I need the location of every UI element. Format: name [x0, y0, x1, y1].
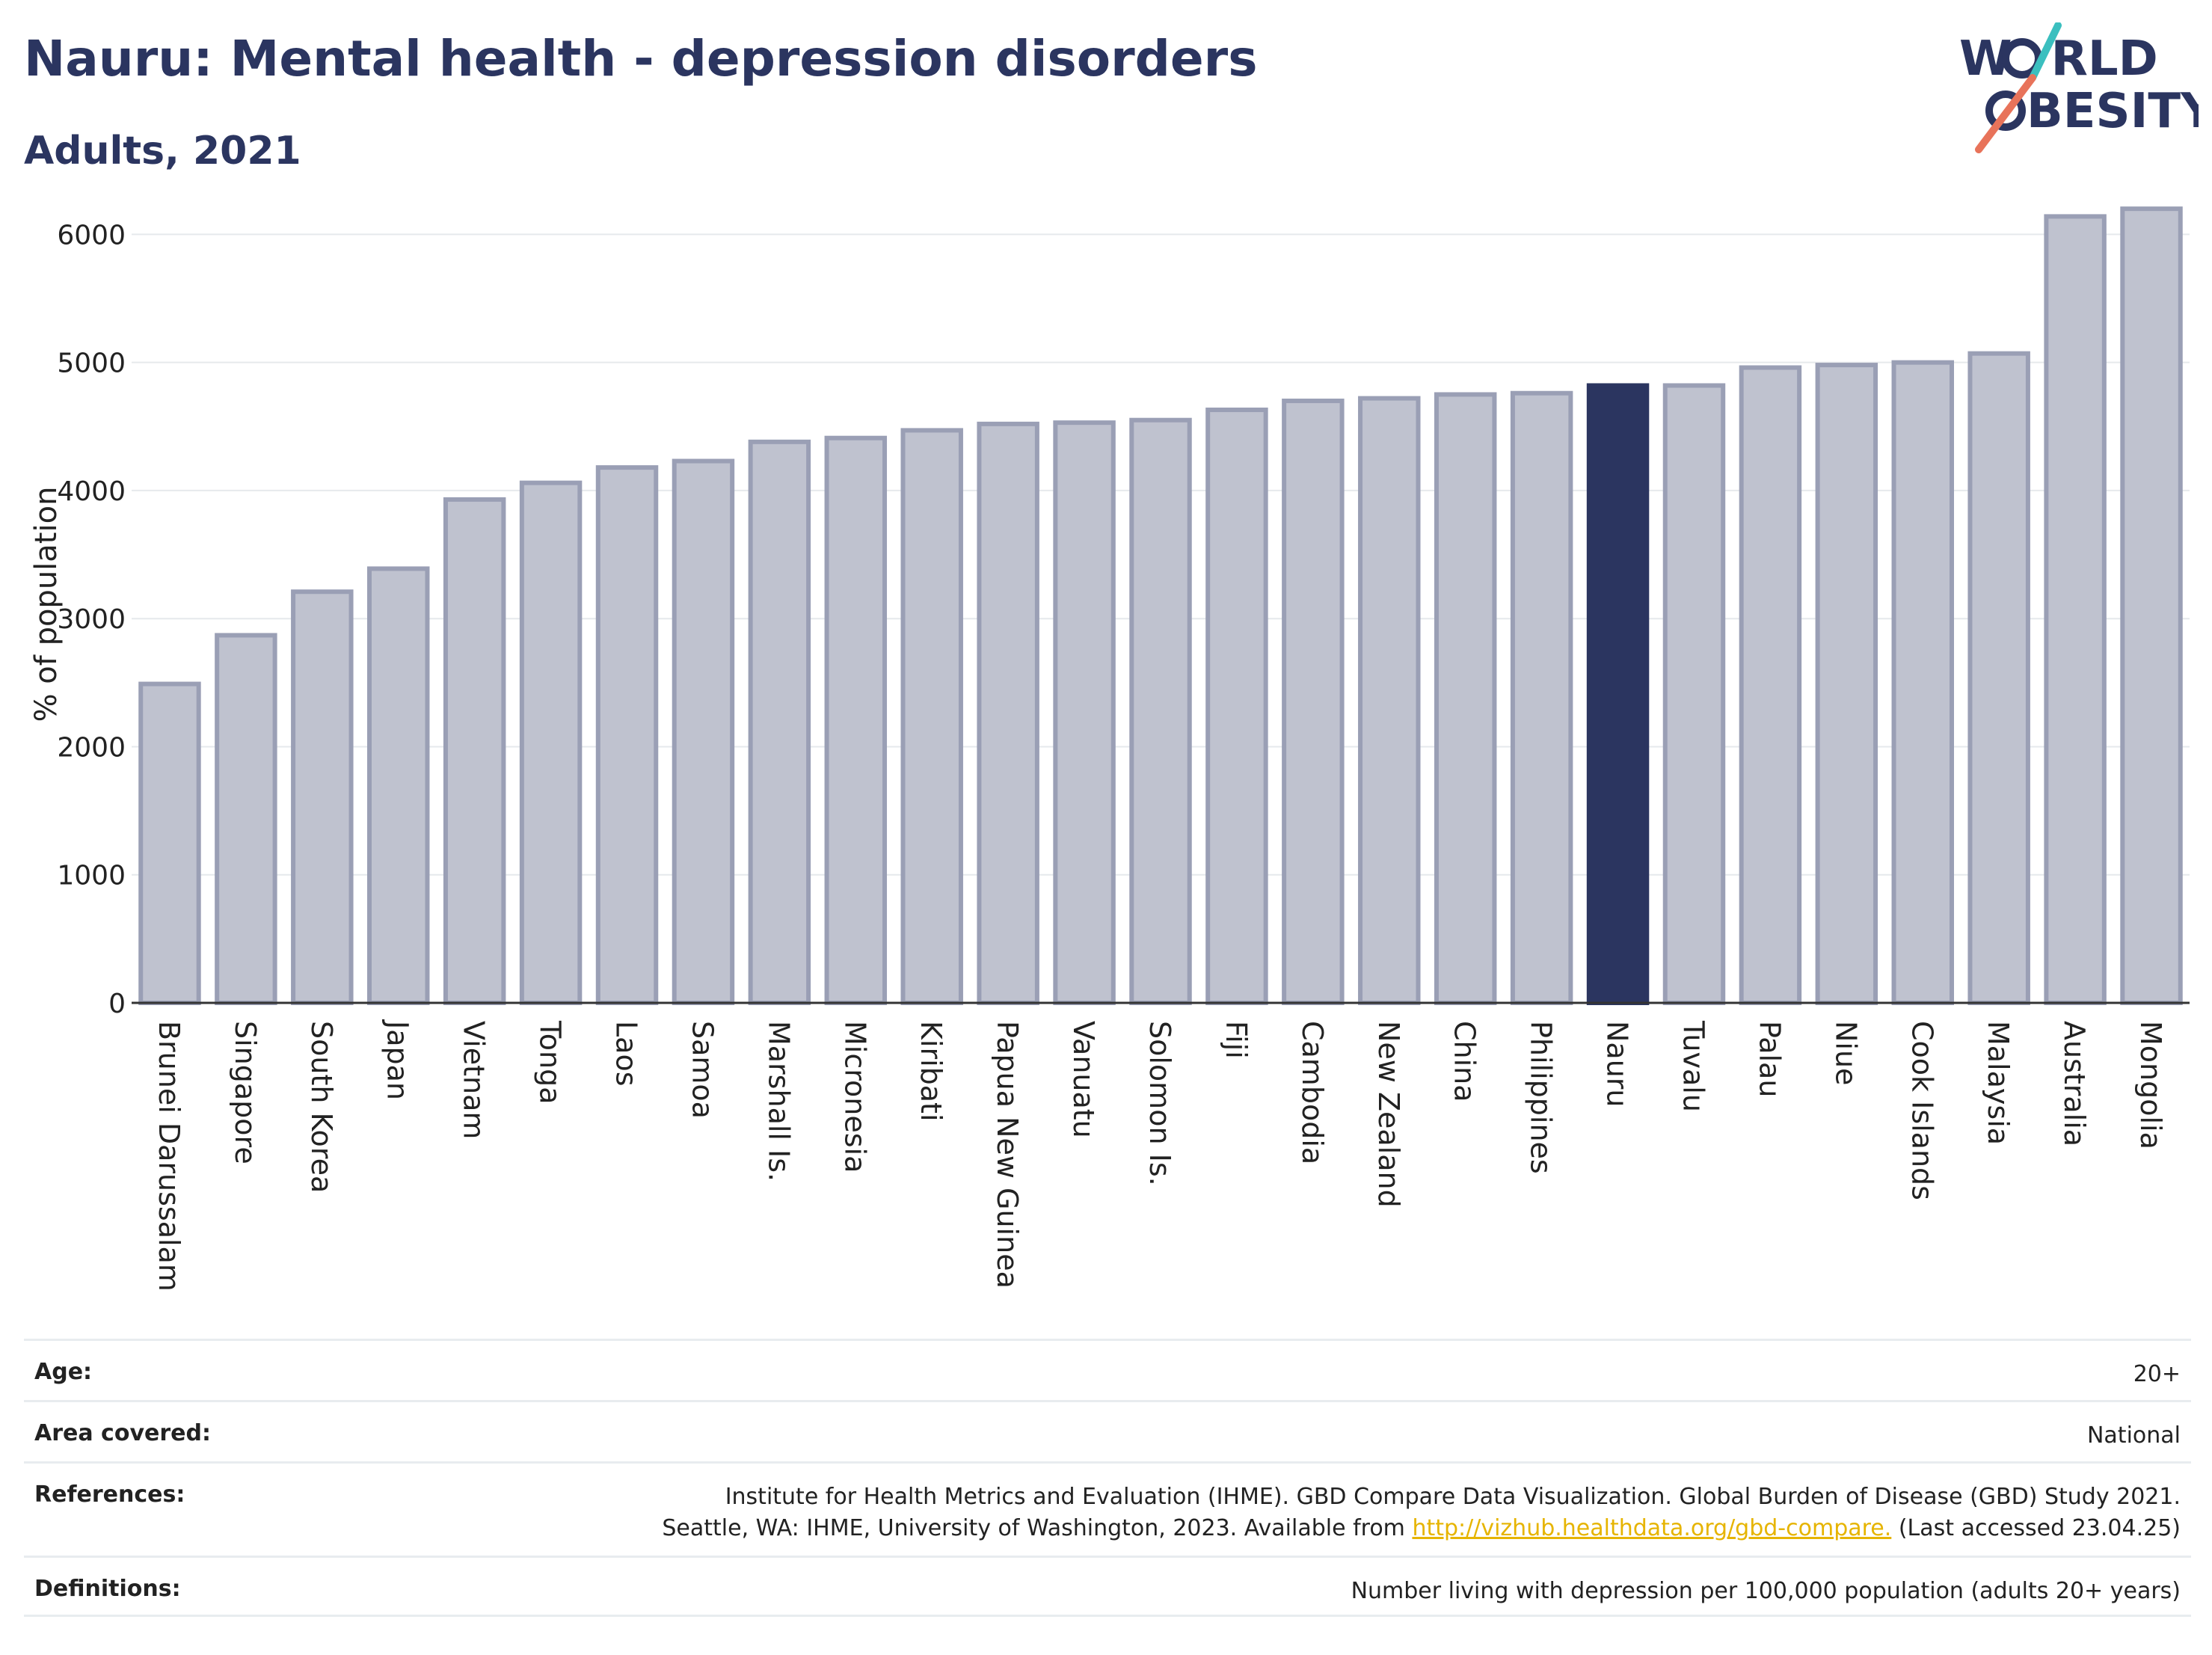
- y-axis-ticks: 0 1000 2000 3000 4000 5000 6000: [57, 220, 126, 1019]
- y-tick-label: 1000: [57, 861, 126, 891]
- meta-label-area: Area covered:: [34, 1420, 211, 1446]
- meta-value-age: 20+: [2133, 1361, 2181, 1387]
- bar-papua-new-guinea: [977, 421, 1039, 1005]
- meta-label-references: References:: [34, 1481, 185, 1508]
- bar-niue: [1815, 363, 1878, 1006]
- x-tick-label: Papua New Guinea: [991, 1021, 1024, 1289]
- x-tick-label: Fiji: [1220, 1021, 1253, 1059]
- x-tick-label: Vietnam: [458, 1021, 491, 1139]
- x-tick-label: Singapore: [229, 1021, 262, 1164]
- meta-row-age: Age: 20+: [24, 1339, 2191, 1400]
- y-axis-label-text: % of population: [29, 486, 64, 722]
- y-tick-label: 5000: [57, 348, 126, 379]
- bar-china: [1434, 392, 1497, 1005]
- x-tick-label: Samoa: [686, 1021, 719, 1119]
- bar-brunei-darussalam: [138, 681, 201, 1005]
- meta-value-definitions: Number living with depression per 100,00…: [1351, 1578, 2181, 1604]
- reference-link[interactable]: http://vizhub.healthdata.org/gbd-compare…: [1412, 1515, 1892, 1541]
- x-tick-label: Tuvalu: [1677, 1020, 1709, 1112]
- bar-malaysia: [1967, 351, 2030, 1005]
- y-tick-label: 0: [108, 989, 126, 1019]
- x-tick-label: Marshall Is.: [762, 1021, 795, 1182]
- x-tick-label: Tonga: [534, 1020, 567, 1105]
- bar-tuvalu: [1662, 383, 1726, 1005]
- bar-vanuatu: [1053, 420, 1116, 1005]
- bar-mongolia: [2120, 206, 2183, 1006]
- bars: [138, 206, 2183, 1006]
- x-tick-label: New Zealand: [1372, 1021, 1405, 1208]
- x-tick-label: Kiribati: [915, 1021, 947, 1122]
- reference-line-1: Institute for Health Metrics and Evaluat…: [725, 1484, 2181, 1510]
- x-tick-label: South Korea: [305, 1021, 338, 1193]
- x-tick-label: Nauru: [1601, 1021, 1634, 1108]
- reference-line-2-pre: Seattle, WA: IHME, University of Washing…: [662, 1515, 1413, 1541]
- x-tick-label: Malaysia: [1982, 1021, 2015, 1145]
- bar-australia: [2044, 214, 2107, 1005]
- x-tick-label: Cambodia: [1296, 1021, 1329, 1164]
- chart-title: Nauru: Mental health - depression disord…: [24, 30, 1258, 87]
- x-tick-label: Australia: [2058, 1021, 2091, 1146]
- meta-value-area: National: [2086, 1422, 2181, 1449]
- x-tick-label: Laos: [610, 1021, 643, 1087]
- x-tick-label: Niue: [1829, 1021, 1862, 1085]
- bar-philippines: [1510, 390, 1573, 1005]
- x-tick-label: Brunei Darussalam: [153, 1021, 185, 1292]
- x-tick-label: Japan: [381, 1019, 414, 1100]
- bar-tonga: [519, 480, 583, 1005]
- bar-vietnam: [443, 497, 506, 1005]
- bar-marshall-is: [748, 439, 811, 1005]
- x-tick-label: Solomon Is.: [1143, 1021, 1176, 1186]
- bar-cook-islands: [1891, 360, 1954, 1005]
- bar-new-zealand: [1358, 396, 1421, 1005]
- x-tick-label: Vanuatu: [1067, 1021, 1100, 1138]
- metadata-table: Age: 20+ Area covered: National Referenc…: [24, 1339, 2191, 1617]
- bar-laos: [595, 465, 659, 1005]
- x-tick-label: Palau: [1753, 1021, 1786, 1097]
- bar-palau: [1739, 365, 1802, 1005]
- bar-micronesia: [824, 435, 888, 1005]
- bar-samoa: [672, 458, 735, 1005]
- x-tick-label: Micronesia: [838, 1021, 871, 1173]
- y-tick-label: 4000: [57, 476, 126, 507]
- y-tick-label: 3000: [57, 604, 126, 635]
- bar-fiji: [1205, 408, 1268, 1005]
- meta-label-age: Age:: [34, 1359, 93, 1385]
- meta-value-references: Institute for Health Metrics and Evaluat…: [662, 1481, 2181, 1544]
- bar-nauru: [1586, 383, 1650, 1005]
- world-obesity-logo: W RLD BESITY: [1959, 22, 2199, 153]
- bar-chart: 0 1000 2000 3000 4000 5000 6000 Brunei Darussa…: [57, 206, 2190, 1292]
- x-tick-label: Philippines: [1525, 1021, 1558, 1174]
- meta-label-definitions: Definitions:: [34, 1576, 181, 1602]
- x-axis-ticks: Brunei Darussalam Singapore South Korea Jap…: [153, 1019, 2167, 1292]
- x-tick-label: Cook Islands: [1905, 1021, 1938, 1200]
- bar-south-korea: [291, 589, 354, 1005]
- reference-line-2-post: (Last accessed 23.04.25): [1891, 1515, 2181, 1541]
- bar-cambodia: [1282, 399, 1345, 1005]
- meta-row-references: References: Institute for Health Metrics…: [24, 1461, 2191, 1556]
- bar-solomon-is: [1129, 417, 1192, 1005]
- bar-kiribati: [900, 428, 963, 1005]
- bar-japan: [367, 566, 430, 1005]
- svg-text:BESITY: BESITY: [2027, 84, 2199, 139]
- chart-subtitle: Adults, 2021: [24, 129, 301, 174]
- x-tick-label: Mongolia: [2134, 1021, 2167, 1149]
- meta-row-definitions: Definitions: Number living with depressi…: [24, 1556, 2191, 1617]
- bar-singapore: [215, 633, 277, 1005]
- y-tick-label: 2000: [57, 732, 126, 763]
- meta-row-area: Area covered: National: [24, 1400, 2191, 1461]
- x-tick-label: China: [1448, 1021, 1481, 1102]
- y-tick-label: 6000: [57, 220, 126, 251]
